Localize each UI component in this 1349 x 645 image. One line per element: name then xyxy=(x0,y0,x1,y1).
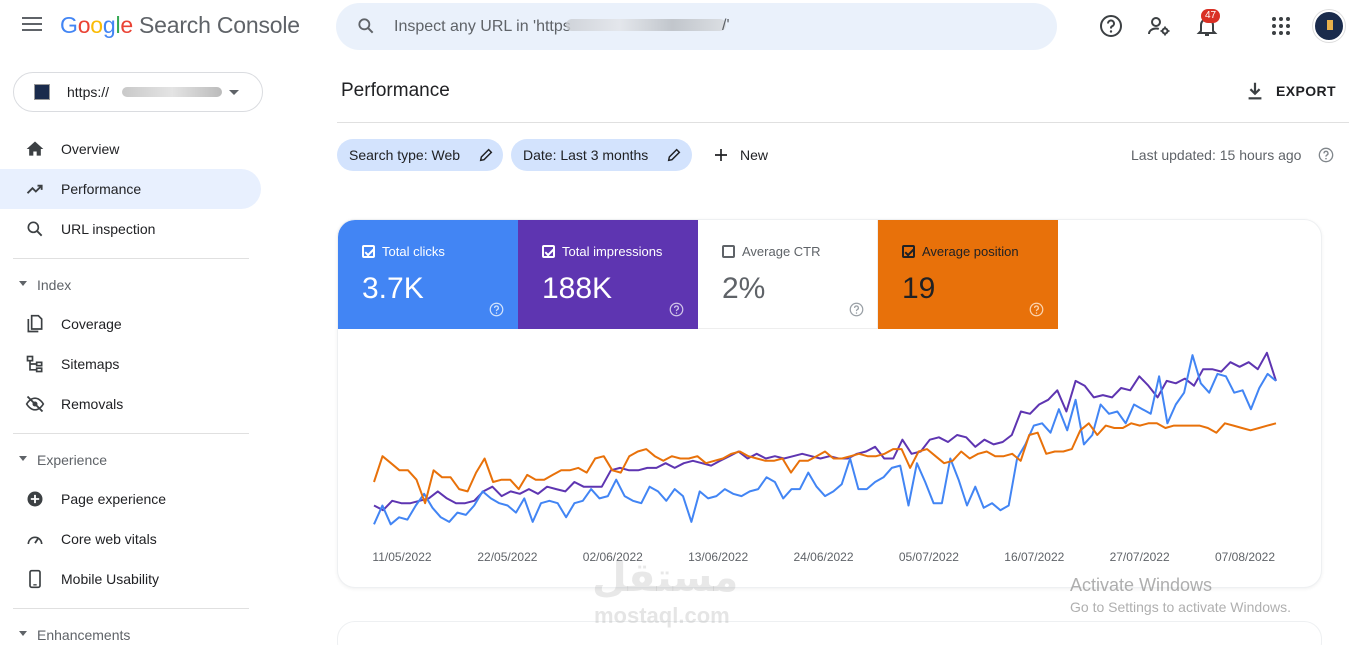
search-placeholder-tail: /' xyxy=(722,17,730,34)
edit-pencil-icon[interactable] xyxy=(478,147,494,163)
x-axis-tick-label: 05/07/2022 xyxy=(899,550,959,564)
metric-checkbox[interactable] xyxy=(542,245,555,258)
product-name: Search Console xyxy=(139,12,300,38)
metric-value: 3.7K xyxy=(362,272,424,305)
sidebar-item-mobile-usability[interactable]: Mobile Usability xyxy=(0,559,261,599)
performance-line-chart[interactable]: 11/05/2022 22/05/2022 02/06/2022 13/06/2022… xyxy=(338,329,1322,588)
metric-total-impressions[interactable]: Total impressions 188K xyxy=(518,220,698,329)
help-outline-icon[interactable] xyxy=(849,302,864,317)
sidebar-item-page-experience[interactable]: Page experience xyxy=(0,479,261,519)
redacted-url-blur xyxy=(566,19,726,31)
filter-chip-date[interactable]: Date: Last 3 months xyxy=(511,139,692,171)
x-axis-tick-label: 22/05/2022 xyxy=(477,550,537,564)
x-axis-tick-label: 11/05/2022 xyxy=(372,550,431,564)
home-icon xyxy=(26,141,44,156)
help-outline-icon[interactable] xyxy=(1029,302,1044,317)
x-axis-tick-label: 07/08/2022 xyxy=(1215,550,1275,564)
metric-average-ctr[interactable]: Average CTR 2% xyxy=(698,220,878,329)
sidebar-divider xyxy=(13,258,249,259)
metric-value: 19 xyxy=(902,272,936,305)
page-title: Performance xyxy=(341,80,450,101)
sidebar-item-url-inspection[interactable]: URL inspection xyxy=(0,209,261,249)
x-axis-tick-label: 24/06/2022 xyxy=(793,550,853,564)
header-divider xyxy=(337,122,1349,123)
metric-checkbox[interactable] xyxy=(362,245,375,258)
help-outline-icon[interactable] xyxy=(489,302,504,317)
series-line-average-position[interactable] xyxy=(373,422,1277,505)
search-console-logo[interactable]: Google Search Console xyxy=(60,12,300,38)
manage-users-icon[interactable] xyxy=(1147,14,1171,38)
metric-total-clicks[interactable]: Total clicks 3.7K xyxy=(338,220,518,329)
download-icon xyxy=(1248,82,1262,100)
speed-gauge-icon xyxy=(27,536,43,545)
url-inspect-search-bar[interactable]: /' xyxy=(336,3,1057,50)
property-favicon xyxy=(34,84,50,100)
plus-icon xyxy=(715,149,727,161)
x-axis-tick-label: 27/07/2022 xyxy=(1110,550,1170,564)
collapse-arrow-icon xyxy=(19,631,27,636)
sidebar-section-enhancements[interactable]: Enhancements xyxy=(0,620,261,645)
notification-count-badge: 47 xyxy=(1201,9,1221,23)
metric-value: 188K xyxy=(542,272,613,305)
redacted-property-blur xyxy=(122,87,222,97)
collapse-arrow-icon xyxy=(19,456,27,461)
main-menu-icon[interactable] xyxy=(22,17,42,33)
sitemap-icon xyxy=(26,355,43,373)
x-axis-tick-label: 13/06/2022 xyxy=(688,550,748,564)
help-outline-icon[interactable] xyxy=(669,302,684,317)
trending-up-icon xyxy=(26,184,43,194)
edit-pencil-icon[interactable] xyxy=(666,147,682,163)
help-outline-icon[interactable] xyxy=(1318,147,1334,163)
search-icon xyxy=(27,221,43,237)
queries-table-card xyxy=(337,621,1322,645)
last-updated-text: Last updated: 15 hours ago xyxy=(1131,147,1302,163)
help-icon[interactable] xyxy=(1099,14,1123,38)
sidebar-item-core-web-vitals[interactable]: Core web vitals xyxy=(0,519,261,559)
sidebar-item-overview[interactable]: Overview xyxy=(0,129,261,169)
sidebar-divider xyxy=(13,608,249,609)
property-url: https:// xyxy=(67,84,110,100)
sidebar-divider xyxy=(13,433,249,434)
sidebar-item-coverage[interactable]: Coverage xyxy=(0,304,261,344)
sidebar-item-performance[interactable]: Performance xyxy=(0,169,261,209)
smartphone-icon xyxy=(29,569,41,589)
performance-chart-card: Total clicks 3.7K Total impressions 188K… xyxy=(337,219,1322,588)
sidebar-section-experience[interactable]: Experience xyxy=(0,445,261,473)
metric-average-position[interactable]: Average position 19 xyxy=(878,220,1058,329)
metric-checkbox[interactable] xyxy=(722,245,735,258)
new-filter-button[interactable]: New xyxy=(706,139,786,171)
series-line-total-clicks[interactable] xyxy=(373,354,1277,526)
search-icon[interactable] xyxy=(356,16,376,36)
metric-value: 2% xyxy=(722,272,766,305)
sidebar-item-sitemaps[interactable]: Sitemaps xyxy=(0,344,261,384)
chevron-down-icon xyxy=(229,90,239,95)
series-line-total-impressions[interactable] xyxy=(373,351,1277,512)
google-apps-icon[interactable] xyxy=(1269,14,1293,38)
property-selector[interactable]: https:// xyxy=(13,72,263,112)
sidebar-item-removals[interactable]: Removals xyxy=(0,384,261,424)
visibility-off-icon xyxy=(25,395,45,413)
metric-checkbox[interactable] xyxy=(902,245,915,258)
x-axis-tick-label: 02/06/2022 xyxy=(583,550,643,564)
filter-chip-search-type[interactable]: Search type: Web xyxy=(337,139,503,171)
page-experience-icon xyxy=(27,491,43,507)
account-avatar[interactable] xyxy=(1313,10,1345,42)
coverage-pages-icon xyxy=(27,314,43,333)
collapse-arrow-icon xyxy=(19,281,27,286)
sidebar-section-index[interactable]: Index xyxy=(0,270,261,298)
x-axis-tick-label: 16/07/2022 xyxy=(1004,550,1064,564)
